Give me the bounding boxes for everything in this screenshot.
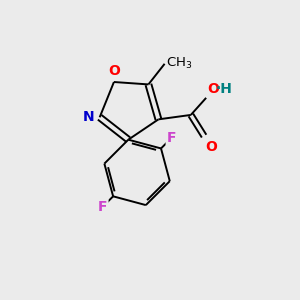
- Text: CH$_3$: CH$_3$: [166, 56, 193, 71]
- Text: ·H: ·H: [216, 82, 233, 96]
- Text: O: O: [207, 82, 219, 96]
- Text: F: F: [167, 131, 176, 145]
- Text: F: F: [98, 200, 107, 214]
- Text: O: O: [205, 140, 217, 154]
- Text: N: N: [83, 110, 94, 124]
- Text: O: O: [108, 64, 120, 79]
